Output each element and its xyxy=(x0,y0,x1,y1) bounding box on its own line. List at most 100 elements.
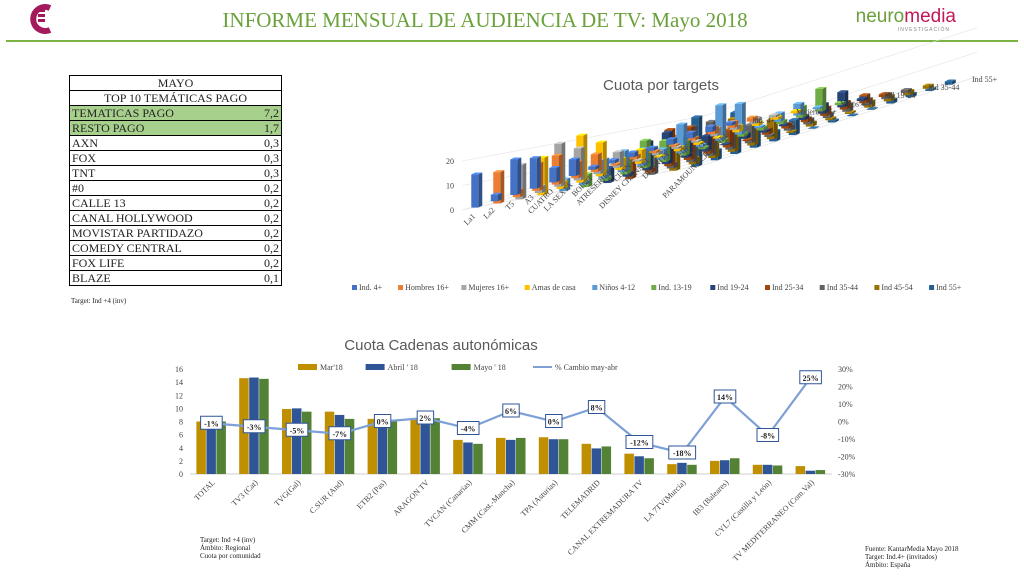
bar-top xyxy=(856,96,868,99)
bar-3d xyxy=(790,108,802,114)
bar xyxy=(549,167,557,183)
depth-label: Ind 55+ xyxy=(972,75,998,84)
bar-top xyxy=(627,150,639,153)
data-label: -4% xyxy=(456,421,480,435)
category-label: ARAGON TV xyxy=(391,478,431,518)
bar-side xyxy=(929,83,934,89)
bar-3d xyxy=(627,150,639,158)
y-tick-label: 8 xyxy=(179,418,183,427)
bar-side xyxy=(912,91,917,98)
brand-subtitle: INVESTIGACIÓN xyxy=(897,27,950,33)
legend-label: Niños 4-12 xyxy=(599,283,635,292)
bar-side xyxy=(695,135,700,141)
bar-side xyxy=(617,162,622,166)
bar xyxy=(377,420,388,474)
bar-top xyxy=(859,93,871,96)
data-label-box xyxy=(242,419,266,434)
data-label-text: 14% xyxy=(717,393,733,402)
category-label: IB3 (Baleares) xyxy=(691,478,731,518)
bar-3d xyxy=(812,105,824,110)
bar-top xyxy=(639,138,651,141)
bar xyxy=(693,142,701,145)
row-value: 0,2 xyxy=(254,255,282,271)
bar-top xyxy=(786,129,798,132)
bar-top xyxy=(712,135,724,138)
bar xyxy=(756,127,764,131)
bar-side xyxy=(702,142,707,148)
category-label: TVG(Gal) xyxy=(272,478,302,508)
data-label-box xyxy=(625,435,654,449)
row-value: 7,2 xyxy=(254,105,282,121)
bar-side xyxy=(712,124,717,133)
data-label-box xyxy=(502,403,520,418)
y-tick-label: 10 xyxy=(175,404,183,413)
bar-3d xyxy=(568,157,580,177)
bar-side xyxy=(692,130,697,139)
bar xyxy=(886,99,894,104)
bar xyxy=(798,116,806,121)
data-label-text: 25% xyxy=(803,374,819,383)
bar-side xyxy=(700,140,705,145)
bar-top xyxy=(837,90,849,93)
category-label: CANAL EXTREMADURA TV xyxy=(566,478,645,557)
y2-tick-label: -10% xyxy=(838,435,856,444)
page-title: INFORME MENSUAL DE AUDIENCIA DE TV: Mayo… xyxy=(222,8,748,32)
data-label-text: -4% xyxy=(461,425,476,434)
bar-3d xyxy=(856,96,868,102)
table-row: CALLE 13 0,2 xyxy=(68,195,282,211)
bar-top xyxy=(632,158,644,161)
bar xyxy=(720,144,728,146)
bar-side xyxy=(907,87,912,93)
note-line: Fuente: KantarMedia Mayo 2018 xyxy=(865,545,959,553)
data-label: 2% xyxy=(416,410,435,425)
bar-3d xyxy=(847,113,859,117)
bar xyxy=(715,105,723,141)
data-label-box xyxy=(668,445,697,460)
bar-top xyxy=(551,153,563,156)
bar xyxy=(282,409,292,474)
bar-top xyxy=(746,115,758,118)
category-label: TELEMADRID xyxy=(559,478,602,521)
y2-tick-label: 0% xyxy=(838,418,849,427)
bar xyxy=(673,147,681,152)
y-tick-label: 2 xyxy=(179,457,183,466)
brand-logo-icon xyxy=(30,4,52,34)
legend-label: Ind 55+ xyxy=(936,283,962,292)
bar xyxy=(666,139,674,145)
bar-side xyxy=(614,158,619,164)
data-label: -8% xyxy=(756,428,780,442)
bar-side xyxy=(641,148,646,164)
top10-table: MAYO TOP 10 TEMÁTICAS PAGO TEMATICAS PAG… xyxy=(68,75,282,286)
bar xyxy=(837,92,845,108)
row-name: CALLE 13 xyxy=(68,195,255,211)
bar xyxy=(878,94,886,98)
bar xyxy=(778,124,786,127)
bar xyxy=(324,411,335,474)
bar xyxy=(601,446,612,474)
bar-side xyxy=(771,133,776,138)
bar-side xyxy=(783,118,788,125)
bar-top xyxy=(529,156,541,159)
bar-3d xyxy=(808,126,820,129)
bar-side xyxy=(785,122,790,127)
bar xyxy=(548,439,559,474)
bar xyxy=(627,152,635,158)
bar-top xyxy=(705,119,717,122)
category-label: TOTAL xyxy=(192,478,216,502)
data-label: -18% xyxy=(668,445,697,460)
legend-swatch xyxy=(398,285,404,290)
data-label-text: -8% xyxy=(760,432,775,441)
bar-top xyxy=(705,124,717,127)
bar-top xyxy=(573,146,585,149)
bar-3d xyxy=(900,87,912,93)
bar xyxy=(667,464,677,474)
data-label-text: -7% xyxy=(332,430,347,439)
bar-top xyxy=(878,92,890,95)
bar-top xyxy=(554,141,566,144)
legend-swatch xyxy=(461,285,467,290)
bar xyxy=(473,443,483,474)
data-label-text: 0% xyxy=(548,418,560,427)
bar-3d xyxy=(944,79,956,85)
bar xyxy=(698,147,706,150)
bar-side xyxy=(585,179,590,185)
